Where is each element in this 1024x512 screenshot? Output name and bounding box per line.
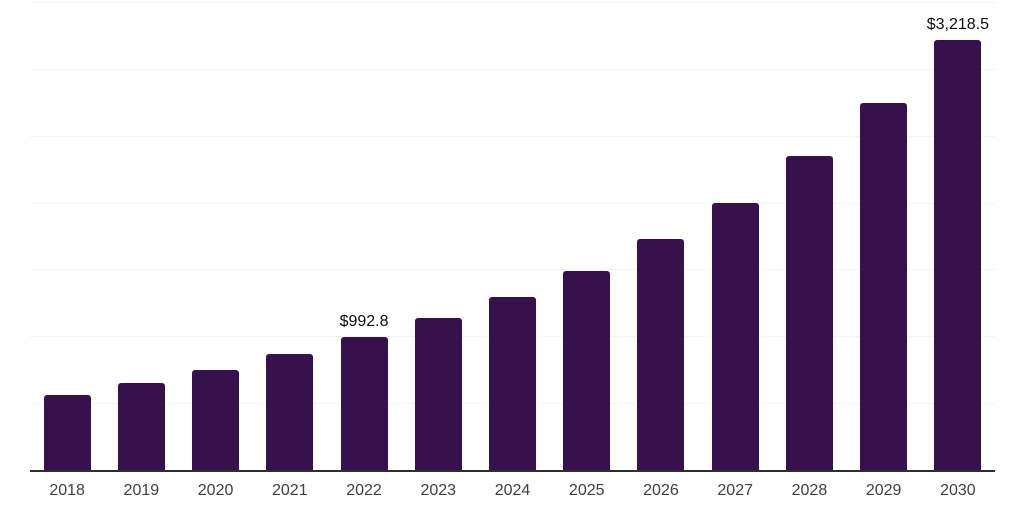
gridline-2500 xyxy=(30,135,995,137)
bar-2027 xyxy=(711,203,759,470)
gridline-3500 xyxy=(30,2,995,3)
bar-2022 xyxy=(340,337,388,470)
bar-2025 xyxy=(563,270,611,470)
x-axis-tick-labels: 2018 2019 2020 2021 2022 2023 2024 2025 2026 2027… xyxy=(30,482,995,506)
x-tick-label-2020: 2020 xyxy=(197,482,234,499)
gridline-2000 xyxy=(30,202,995,204)
bar-2026 xyxy=(637,239,685,470)
bar-2021 xyxy=(266,354,314,470)
gridline-3000 xyxy=(30,68,995,70)
x-tick-label-2028: 2028 xyxy=(791,482,828,499)
x-tick-label-2023: 2023 xyxy=(420,482,457,499)
gridline-1500 xyxy=(30,269,995,271)
x-axis-line xyxy=(30,470,995,472)
x-tick-label-2027: 2027 xyxy=(717,482,753,499)
bar-2030 xyxy=(934,39,982,470)
bar-2020 xyxy=(192,369,240,470)
plot-area: $992.8 $3,218.5 xyxy=(30,0,995,472)
x-tick-label-2022: 2022 xyxy=(346,482,382,499)
x-tick-label-2018: 2018 xyxy=(49,482,85,499)
bar-2019 xyxy=(117,383,165,470)
x-tick-label-2026: 2026 xyxy=(643,482,679,499)
data-label-2030: $3,218.5 xyxy=(926,15,990,33)
x-tick-label-2019: 2019 xyxy=(123,482,160,499)
x-tick-label-2024: 2024 xyxy=(494,482,531,499)
bar-2023 xyxy=(414,318,462,470)
bar-2018 xyxy=(43,395,91,470)
data-label-2022: $992.8 xyxy=(339,313,389,331)
bar-2029 xyxy=(860,102,908,470)
x-tick-label-2021: 2021 xyxy=(272,482,308,499)
x-tick-label-2030: 2030 xyxy=(940,482,976,499)
x-tick-label-2029: 2029 xyxy=(865,482,902,499)
bar-2028 xyxy=(785,156,833,470)
bar-2024 xyxy=(489,296,536,470)
x-tick-label-2025: 2025 xyxy=(568,482,605,499)
